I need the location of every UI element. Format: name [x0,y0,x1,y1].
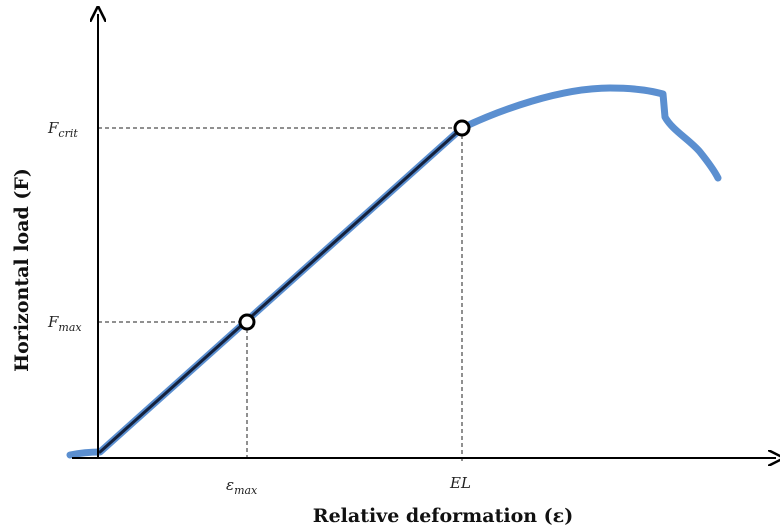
y-axis-title: Horizontal load (F) [11,168,33,372]
f-crit-label-main: F [47,119,59,137]
linear-elastic-segment [98,126,464,454]
f-max-marker [238,313,256,331]
f-crit-label-sub: crit [58,127,78,140]
load-curve [66,84,722,459]
eps-max-label-main: ε [226,476,234,494]
eps-max-label: εmax [226,476,258,497]
f-max-label-main: F [47,313,59,331]
eps-max-label-sub: max [234,484,258,497]
f-max-label-sub: max [58,321,82,334]
f-crit-marker [453,119,471,137]
f-max-label: Fmax [47,313,82,334]
f-crit-label: Fcrit [47,119,78,140]
x-axis-title: Relative deformation (ε) [313,505,573,527]
el-label: EL [449,474,471,492]
